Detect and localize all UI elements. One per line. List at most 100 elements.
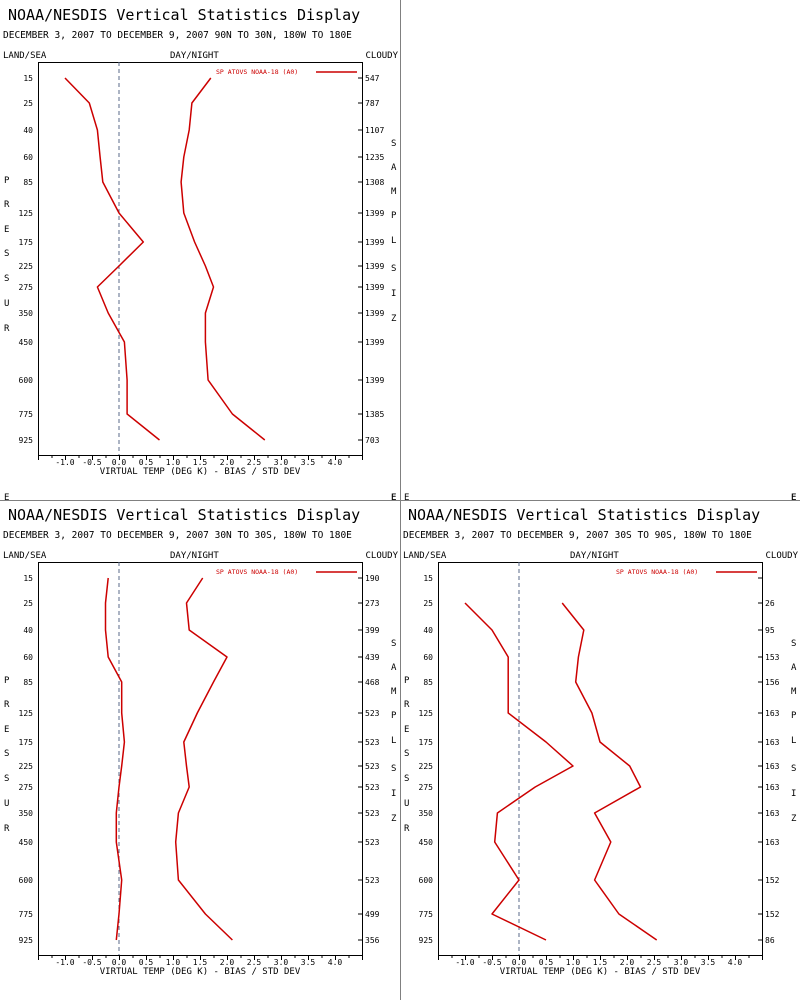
- sample-letter: L: [391, 736, 396, 746]
- sample-size-label: 153: [765, 653, 780, 662]
- panel-subtitle: DECEMBER 3, 2007 TO DECEMBER 9, 2007 90N…: [3, 30, 352, 41]
- sample-size-label: 163: [765, 709, 780, 718]
- pressure-level-label: 25: [23, 599, 33, 608]
- x-tick-label: 2.5: [647, 958, 662, 967]
- pressure-letter: E: [404, 493, 409, 503]
- pressure-letter: S: [4, 274, 9, 284]
- sample-letter: E: [391, 493, 396, 503]
- sample-size-label: 523: [365, 709, 380, 718]
- pressure-level-label: 175: [419, 738, 434, 747]
- day-night-label: DAY/NIGHT: [170, 51, 219, 61]
- sample-letter: P: [391, 711, 397, 721]
- sample-size-label: 152: [765, 910, 780, 919]
- sample-size-label: 499: [365, 910, 380, 919]
- sample-letter: S: [391, 139, 396, 149]
- sample-size-label: 190: [365, 574, 380, 583]
- x-axis-label: VIRTUAL TEMP (DEG K) - BIAS / STD DEV: [100, 967, 301, 977]
- pressure-level-label: 925: [19, 936, 34, 945]
- pressure-level-label: 225: [19, 762, 34, 771]
- sample-size-label: 273: [365, 599, 380, 608]
- pressure-level-label: 600: [419, 876, 434, 885]
- pressure-level-label: 85: [23, 178, 33, 187]
- plot-frame: [438, 562, 763, 956]
- pressure-letter: P: [4, 676, 10, 686]
- pressure-level-label: 40: [23, 626, 33, 635]
- x-tick-label: 0.0: [112, 458, 127, 467]
- pressure-level-label: 350: [419, 809, 434, 818]
- pressure-level-label: 125: [19, 709, 34, 718]
- pressure-letter: S: [404, 749, 409, 759]
- pressure-level-label: 450: [19, 338, 34, 347]
- pressure-level-label: 225: [19, 262, 34, 271]
- sample-size-label: 399: [365, 626, 380, 635]
- sample-letter: P: [391, 211, 397, 221]
- panel-title: NOAA/NESDIS Vertical Statistics Display: [408, 506, 760, 524]
- x-tick-label: 1.0: [166, 958, 181, 967]
- size-letter: Z: [391, 814, 397, 824]
- cloudy-label: CLOUDY: [765, 551, 798, 561]
- x-tick-label: 0.0: [512, 958, 527, 967]
- sample-size-label: 163: [765, 838, 780, 847]
- x-tick-label: -0.5: [82, 958, 101, 967]
- x-tick-label: -1.0: [55, 958, 74, 967]
- pressure-level-label: 775: [419, 910, 434, 919]
- day-night-label: DAY/NIGHT: [570, 551, 619, 561]
- pressure-letter: E: [404, 725, 409, 735]
- pressure-level-label: 925: [419, 936, 434, 945]
- sample-size-label: 547: [365, 74, 380, 83]
- sample-letter: M: [391, 687, 397, 697]
- pressure-level-label: 60: [423, 653, 433, 662]
- x-tick-label: -0.5: [82, 458, 101, 467]
- pressure-level-label: 40: [423, 626, 433, 635]
- x-tick-label: 4.0: [728, 958, 743, 967]
- size-letter: I: [391, 289, 396, 299]
- panel-2: NOAA/NESDIS Vertical Statistics Display D…: [3, 493, 399, 977]
- land-sea-label: LAND/SEA: [403, 551, 447, 561]
- sample-size-label: 1399: [365, 283, 384, 292]
- panel-title: NOAA/NESDIS Vertical Statistics Display: [8, 506, 360, 524]
- size-letter: Z: [791, 814, 797, 824]
- std-dev-series-line: [180, 77, 266, 441]
- pressure-level-label: 350: [19, 309, 34, 318]
- sample-letter: S: [791, 639, 796, 649]
- pressure-level-label: 40: [23, 126, 33, 135]
- legend-label: SP ATOVS NOAA-18 (A0): [216, 68, 298, 76]
- pressure-letter: U: [4, 299, 9, 309]
- x-tick-label: 2.5: [247, 458, 262, 467]
- size-letter: S: [391, 264, 396, 274]
- size-letter: S: [391, 764, 396, 774]
- x-tick-label: 1.0: [566, 958, 581, 967]
- sample-size-label: 356: [365, 936, 380, 945]
- std-dev-series-line: [174, 577, 233, 941]
- sample-letter: S: [391, 639, 396, 649]
- x-tick-label: 3.5: [701, 958, 716, 967]
- size-letter: Z: [391, 314, 397, 324]
- size-letter: I: [391, 789, 396, 799]
- x-tick-label: 2.5: [247, 958, 262, 967]
- x-tick-label: -1.0: [55, 458, 74, 467]
- pressure-level-label: 775: [19, 410, 34, 419]
- land-sea-label: LAND/SEA: [3, 51, 47, 61]
- pressure-letter: R: [404, 700, 410, 710]
- size-letter: E: [391, 493, 396, 503]
- pressure-level-label: 25: [23, 99, 33, 108]
- x-tick-label: 4.0: [328, 958, 343, 967]
- sample-size-label: 95: [765, 626, 775, 635]
- sample-letter: L: [391, 236, 396, 246]
- x-tick-label: 1.5: [593, 958, 608, 967]
- x-tick-label: 2.0: [620, 958, 635, 967]
- panel-subtitle: DECEMBER 3, 2007 TO DECEMBER 9, 2007 30S…: [403, 530, 752, 541]
- sample-letter: A: [391, 663, 397, 673]
- pressure-level-label: 60: [23, 153, 33, 162]
- pressure-letter: S: [4, 774, 9, 784]
- x-tick-label: 0.0: [112, 958, 127, 967]
- pressure-letter: R: [4, 200, 10, 210]
- sample-size-label: 163: [765, 809, 780, 818]
- sample-letter: A: [791, 663, 797, 673]
- sample-size-label: 1235: [365, 153, 384, 162]
- pressure-level-label: 175: [19, 238, 34, 247]
- pressure-level-label: 450: [419, 838, 434, 847]
- pressure-letter: R: [4, 324, 10, 334]
- size-letter: E: [391, 0, 396, 3]
